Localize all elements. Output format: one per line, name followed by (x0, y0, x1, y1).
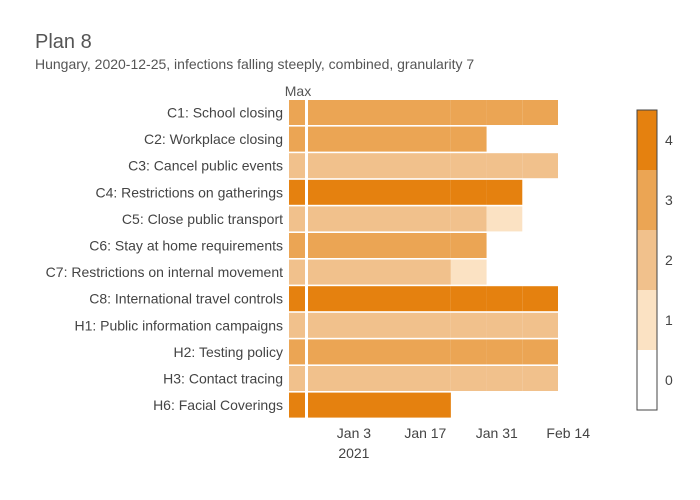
max-column-label: Max (285, 83, 311, 99)
x-tick-label: Jan 17 (404, 425, 446, 441)
x-tick-sublabel: 2021 (338, 445, 369, 461)
row-label: C5: Close public transport (122, 211, 283, 227)
row-label: H1: Public information campaigns (74, 317, 283, 333)
heatmap-cell (308, 100, 451, 125)
heatmap-cell (308, 153, 451, 179)
row-label: H3: Contact tracing (163, 371, 283, 387)
row-label: C6: Stay at home requirements (89, 238, 283, 254)
heatmap-cell (486, 153, 523, 179)
max-cell (289, 206, 305, 232)
chart-subtitle: Hungary, 2020-12-25, infections falling … (35, 56, 475, 72)
max-cell (289, 286, 305, 312)
max-cell (289, 126, 305, 152)
heatmap-cell (308, 259, 451, 285)
max-cell (289, 339, 305, 365)
heatmap-cell (450, 153, 487, 179)
heatmap-cell (450, 339, 487, 365)
heatmap-cell (308, 179, 451, 205)
colorbar-tick-label: 0 (665, 372, 673, 388)
heatmap-cell (450, 233, 487, 258)
max-cell (289, 366, 305, 391)
heatmap-cell (450, 179, 487, 205)
colorbar-band (637, 110, 657, 170)
max-cell (289, 233, 305, 258)
heatmap-cell (486, 179, 523, 205)
max-cell (289, 259, 305, 285)
heatmap-cell (308, 206, 451, 232)
heatmap-cell (522, 339, 558, 365)
heatmap-cell (450, 100, 487, 125)
heatmap-cell (522, 153, 558, 179)
heatmap-cell (522, 312, 558, 338)
row-label: C4: Restrictions on gatherings (95, 184, 283, 200)
row-label: C2: Workplace closing (144, 131, 283, 147)
heatmap-cell (308, 126, 451, 152)
heatmap-cell (522, 366, 558, 391)
heatmap-cell (450, 366, 487, 391)
heatmap-cell (308, 233, 451, 258)
colorbar-tick-label: 3 (665, 192, 673, 208)
max-cell (289, 392, 305, 418)
heatmap-cell (450, 286, 487, 312)
max-cell (289, 100, 305, 125)
row-label: C8: International travel controls (89, 291, 283, 307)
colorbar-band (637, 230, 657, 290)
heatmap-cell (486, 339, 523, 365)
heatmap-cell (486, 286, 523, 312)
x-tick-label: Jan 31 (476, 425, 518, 441)
row-label: C1: School closing (167, 105, 283, 121)
heatmap-cell (308, 286, 451, 312)
max-cell (289, 179, 305, 205)
heatmap-cell (308, 339, 451, 365)
colorbar-tick-label: 2 (665, 252, 673, 268)
colorbar-band (637, 290, 657, 350)
colorbar-band (637, 170, 657, 230)
colorbar-outline (636, 109, 658, 411)
heatmap-cell (450, 206, 487, 232)
chart-title: Plan 8 (35, 31, 92, 53)
x-tick-label: Jan 3 (337, 425, 371, 441)
heatmap-cell (522, 286, 558, 312)
row-label: H6: Facial Coverings (153, 397, 283, 413)
heatmap-cell (486, 366, 523, 391)
heatmap-cell (308, 392, 451, 418)
x-tick-label: Feb 14 (546, 425, 590, 441)
row-label: H2: Testing policy (174, 344, 283, 360)
max-cell (289, 153, 305, 179)
heatmap-cell (486, 100, 523, 125)
heatmap-cell (486, 312, 523, 338)
heatmap-cell (450, 312, 487, 338)
heatmap-cell (308, 312, 451, 338)
colorbar-tick-label: 4 (665, 132, 673, 148)
heatmap-cell (486, 206, 523, 232)
row-label: C7: Restrictions on internal movement (46, 264, 283, 280)
colorbar-tick-label: 1 (665, 312, 673, 328)
heatmap-cell (450, 126, 487, 152)
max-cell (289, 312, 305, 338)
colorbar-band (637, 350, 657, 410)
row-label: C3: Cancel public events (128, 158, 283, 174)
heatmap-cell (450, 259, 487, 285)
heatmap-cell (308, 366, 451, 391)
heatmap-cell (522, 100, 558, 125)
